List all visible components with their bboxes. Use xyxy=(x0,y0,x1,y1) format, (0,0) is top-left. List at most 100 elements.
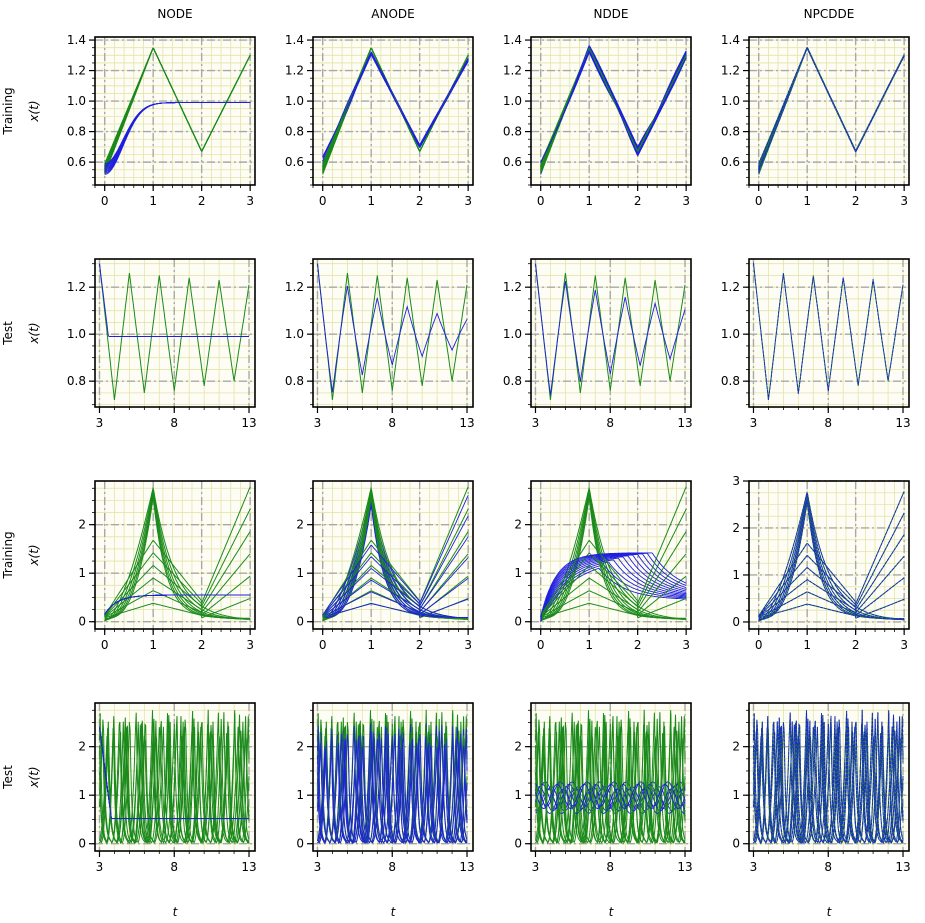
y-tick-label: 2 xyxy=(514,740,522,754)
x-axis-label: t xyxy=(609,905,615,919)
y-tick-label: 1 xyxy=(296,566,304,580)
x-tick-label: 8 xyxy=(170,416,178,430)
prediction-line xyxy=(758,47,905,164)
y-tick-label: 1 xyxy=(296,788,304,802)
y-tick-label: 1.2 xyxy=(285,64,304,78)
axes-frame xyxy=(748,36,910,186)
y-tick-label: 0.8 xyxy=(503,125,522,139)
y-tick-label: 0 xyxy=(78,615,86,629)
axes-frame xyxy=(94,702,256,852)
axes-frame xyxy=(312,258,474,408)
prediction-line xyxy=(540,553,687,619)
x-tick-label: 1 xyxy=(585,194,593,208)
y-axis-label: x(t) xyxy=(27,322,41,344)
plot-background xyxy=(313,481,473,629)
row-label: Training xyxy=(1,531,15,579)
x-tick-label: 3 xyxy=(532,860,540,874)
row-label: Test xyxy=(1,765,15,790)
axes-frame xyxy=(94,36,256,186)
prediction-line xyxy=(99,263,249,337)
subplot: 0 1 2 3 0.6 0.8 1.0 1.2 1.4 xyxy=(503,33,692,208)
ground-truth-line xyxy=(104,498,251,619)
x-tick-label: 13 xyxy=(459,860,474,874)
prediction-line xyxy=(758,512,905,617)
y-tick-label: 1.0 xyxy=(285,94,304,108)
x-tick-label: 13 xyxy=(459,416,474,430)
y-tick-label: 0 xyxy=(78,837,86,851)
ground-truth-line xyxy=(104,486,251,616)
x-tick-label: 8 xyxy=(388,416,396,430)
x-tick-label: 0 xyxy=(755,194,763,208)
prediction-line xyxy=(758,502,905,620)
x-tick-label: 3 xyxy=(464,638,472,652)
series-group xyxy=(758,490,905,622)
column-title: NDDE xyxy=(593,7,628,21)
y-tick-label: 1.0 xyxy=(503,94,522,108)
x-tick-label: 8 xyxy=(606,416,614,430)
x-tick-label: 3 xyxy=(900,194,908,208)
plot-background xyxy=(313,37,473,185)
series-group xyxy=(317,263,468,401)
series-group xyxy=(322,486,469,622)
ground-truth-line xyxy=(540,486,687,616)
x-tick-label: 13 xyxy=(895,416,910,430)
subplot: 0 1 2 3 0.6 0.8 1.0 1.2 1.4 xyxy=(67,33,256,208)
axes-frame xyxy=(748,702,910,852)
prediction-line xyxy=(322,598,469,618)
prediction-line xyxy=(758,556,905,618)
y-tick-label: 1 xyxy=(78,566,86,580)
y-tick-label: 0.8 xyxy=(285,374,304,388)
series-group xyxy=(535,709,686,845)
x-axis-label: t xyxy=(827,905,833,919)
series-group xyxy=(540,45,687,175)
x-tick-label: 0 xyxy=(755,638,763,652)
x-tick-label: 0 xyxy=(537,638,545,652)
y-tick-label: 0.8 xyxy=(721,125,740,139)
subplot: 3 8 13 0 1 2 xyxy=(296,702,475,874)
plot-background xyxy=(531,37,691,185)
series-group xyxy=(540,486,687,622)
x-tick-label: 0 xyxy=(319,194,327,208)
ground-truth-line xyxy=(540,553,687,618)
prediction-line xyxy=(317,738,468,844)
x-tick-label: 3 xyxy=(246,194,254,208)
y-tick-label: 1.2 xyxy=(503,64,522,78)
plot-background xyxy=(749,37,909,185)
prediction-line xyxy=(322,536,469,617)
axes-frame xyxy=(312,36,474,186)
axes-frame xyxy=(530,480,692,630)
y-tick-label: 2 xyxy=(514,518,522,532)
x-tick-label: 2 xyxy=(416,638,424,652)
x-tick-label: 3 xyxy=(96,860,104,874)
x-tick-label: 1 xyxy=(585,638,593,652)
y-tick-label: 2 xyxy=(732,740,740,754)
subplot: 0 1 2 3 0 1 2 3 xyxy=(732,474,910,652)
x-axis-label: t xyxy=(173,905,179,919)
prediction-line xyxy=(322,577,469,618)
y-tick-label: 2 xyxy=(78,518,86,532)
prediction-line xyxy=(535,781,686,807)
x-tick-label: 1 xyxy=(803,194,811,208)
x-tick-label: 3 xyxy=(96,416,104,430)
ground-truth-line xyxy=(322,486,469,616)
prediction-line xyxy=(758,534,905,618)
subplot: 3 8 13 0 1 2 xyxy=(514,702,693,874)
x-tick-label: 0 xyxy=(101,638,109,652)
y-tick-label: 2 xyxy=(78,740,86,754)
x-tick-label: 3 xyxy=(314,860,322,874)
ground-truth-line xyxy=(104,47,251,164)
y-tick-label: 1.0 xyxy=(721,94,740,108)
prediction-line xyxy=(758,498,905,621)
prediction-line xyxy=(317,726,468,844)
prediction-line xyxy=(540,553,687,618)
prediction-line xyxy=(99,727,249,819)
prediction-line xyxy=(322,515,469,616)
row-label: Training xyxy=(1,87,15,135)
prediction-line xyxy=(104,102,251,165)
column-title: NPCDDE xyxy=(804,7,855,21)
y-tick-label: 0.6 xyxy=(67,155,86,169)
y-tick-label: 1.4 xyxy=(721,33,740,47)
axes-frame xyxy=(530,702,692,852)
x-tick-label: 0 xyxy=(101,194,109,208)
